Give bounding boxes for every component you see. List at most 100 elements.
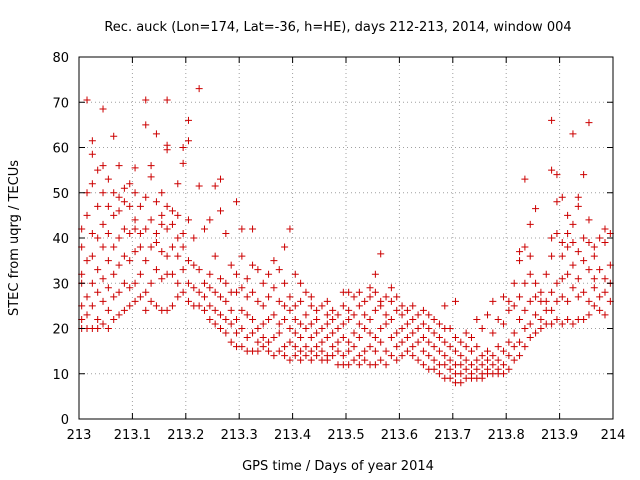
data-point	[249, 261, 257, 269]
data-point	[99, 162, 107, 170]
data-point	[222, 315, 230, 323]
x-tick-label: 214	[601, 428, 626, 443]
data-point	[104, 306, 112, 314]
x-tick-label: 213.8	[488, 428, 525, 443]
data-point	[275, 329, 283, 337]
data-point	[409, 302, 417, 310]
data-point	[147, 297, 155, 305]
data-point	[104, 202, 112, 210]
data-point	[585, 216, 593, 224]
data-point	[179, 243, 187, 251]
data-point	[88, 279, 96, 287]
data-point	[233, 198, 241, 206]
data-point	[329, 315, 337, 323]
data-point	[88, 229, 96, 237]
data-point	[120, 306, 128, 314]
data-point	[318, 325, 326, 332]
data-point	[297, 334, 305, 342]
data-point	[270, 311, 278, 319]
data-point	[286, 306, 294, 314]
data-point	[387, 284, 395, 292]
data-point	[585, 311, 593, 319]
data-point	[457, 338, 465, 346]
data-point	[403, 320, 411, 328]
data-point	[564, 315, 572, 323]
data-point	[430, 365, 438, 373]
data-point	[425, 338, 433, 346]
data-point	[227, 320, 235, 328]
data-point	[318, 338, 326, 346]
data-point	[120, 252, 128, 260]
data-point	[414, 311, 422, 319]
data-point	[238, 284, 246, 292]
data-point	[451, 347, 459, 355]
data-point	[601, 288, 609, 296]
data-point	[131, 225, 139, 233]
data-point	[425, 325, 433, 332]
data-point	[467, 334, 475, 342]
data-point	[339, 352, 347, 360]
data-point	[371, 306, 379, 314]
data-point	[345, 315, 353, 323]
data-point	[377, 297, 385, 305]
data-point	[168, 302, 176, 310]
data-point	[510, 329, 518, 337]
y-tick-label: 50	[52, 187, 69, 202]
data-point	[200, 306, 208, 314]
data-point	[238, 306, 246, 314]
data-point	[323, 320, 331, 328]
data-point	[345, 338, 353, 346]
data-point	[334, 338, 342, 346]
data-point	[403, 306, 411, 314]
data-point	[131, 248, 139, 256]
data-point	[200, 225, 208, 233]
data-point	[553, 297, 561, 305]
data-point	[142, 121, 150, 129]
data-point	[409, 343, 417, 351]
y-tick-label: 30	[52, 277, 69, 292]
data-point	[94, 166, 102, 174]
data-point	[211, 306, 219, 314]
data-point	[249, 225, 257, 233]
data-point	[126, 284, 134, 292]
data-point	[120, 225, 128, 233]
data-point	[227, 306, 235, 314]
data-point	[126, 202, 134, 210]
data-point	[521, 325, 529, 332]
data-point	[569, 284, 577, 292]
data-point	[233, 270, 241, 278]
data-point	[115, 288, 123, 296]
data-point	[532, 205, 540, 213]
data-point	[190, 234, 198, 242]
data-point	[446, 374, 454, 382]
data-point	[435, 347, 443, 355]
data-point	[446, 325, 454, 332]
data-point	[345, 288, 353, 296]
data-point	[313, 329, 321, 337]
x-tick-label: 213.4	[274, 428, 311, 443]
data-point	[99, 220, 107, 228]
data-point	[521, 175, 529, 183]
data-point	[233, 315, 241, 323]
data-point	[494, 343, 502, 351]
data-point	[275, 266, 283, 274]
data-point	[206, 315, 214, 323]
data-point	[510, 279, 518, 287]
data-point	[206, 284, 214, 292]
data-point	[564, 211, 572, 219]
data-point	[217, 325, 225, 332]
data-point	[419, 361, 427, 369]
data-point	[371, 288, 379, 296]
data-point	[361, 297, 369, 305]
data-point	[88, 252, 96, 260]
data-point	[366, 284, 374, 292]
data-point	[115, 193, 123, 201]
data-point	[281, 315, 289, 323]
data-point	[484, 347, 492, 355]
data-point	[104, 175, 112, 183]
x-tick-label: 213.7	[434, 428, 471, 443]
data-point	[441, 302, 449, 310]
data-point	[451, 334, 459, 342]
x-tick-label: 213.1	[114, 428, 151, 443]
data-point	[542, 297, 550, 305]
